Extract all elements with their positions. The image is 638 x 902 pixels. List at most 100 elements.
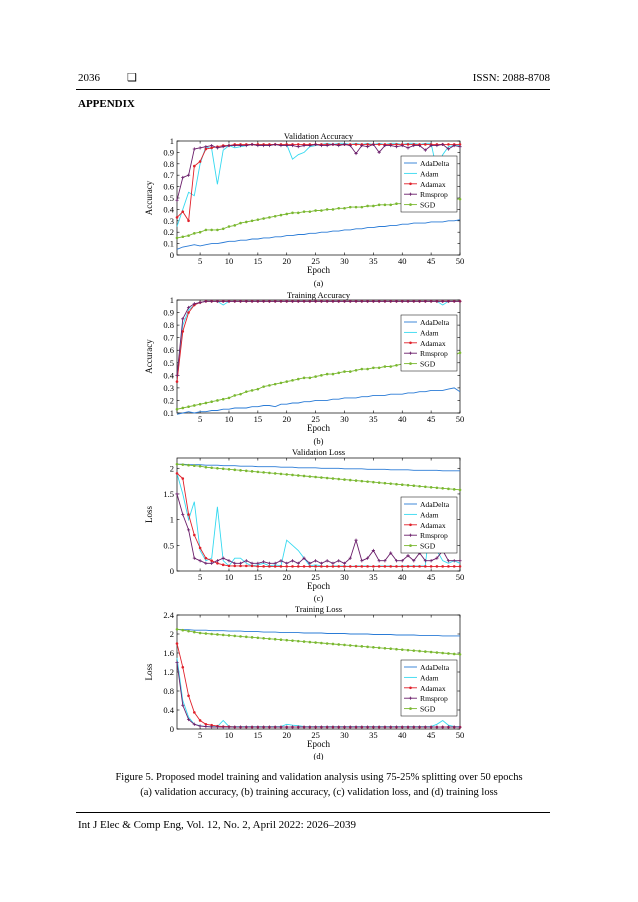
marker (308, 640, 312, 644)
x-tick-label: 35 (369, 572, 378, 582)
marker (192, 722, 196, 726)
marker (181, 330, 185, 333)
y-tick-label: 0.8 (163, 159, 174, 169)
marker (290, 725, 295, 729)
marker (308, 725, 312, 729)
marker (210, 228, 213, 232)
marker (406, 146, 410, 150)
marker (267, 561, 272, 565)
marker (302, 725, 306, 729)
marker (409, 523, 412, 527)
marker (441, 142, 445, 147)
marker (360, 559, 364, 563)
marker (302, 556, 306, 560)
marker (244, 725, 248, 729)
marker (221, 227, 225, 231)
x-tick-label: 40 (398, 572, 407, 582)
marker (331, 725, 335, 729)
marker (377, 565, 381, 568)
caption-line-2: (a) validation accuracy, (b) training ac… (140, 787, 498, 798)
x-tick-label: 15 (254, 414, 263, 424)
series-line-adadelta (176, 387, 461, 415)
marker (412, 725, 416, 729)
x-tick-label: 15 (254, 256, 263, 266)
marker (181, 210, 185, 213)
marker (360, 725, 364, 729)
y-tick-label: 0 (170, 566, 174, 576)
marker (409, 362, 412, 365)
marker (406, 299, 410, 303)
y-tick-label: 0.5 (163, 540, 174, 550)
marker (227, 225, 231, 228)
marker (181, 703, 185, 707)
x-tick-label: 50 (456, 730, 465, 740)
legend-entry: AdaDelta (420, 500, 450, 509)
y-tick-label: 0.8 (163, 686, 174, 696)
marker (250, 142, 254, 147)
marker (198, 464, 202, 468)
marker (296, 725, 300, 729)
marker (302, 210, 306, 213)
y-tick-label: 0.2 (163, 395, 174, 405)
marker (394, 559, 399, 563)
marker (337, 206, 341, 210)
marker (435, 143, 439, 148)
marker (366, 480, 369, 483)
y-tick-label: 0.9 (163, 308, 174, 318)
marker (412, 565, 416, 568)
marker (446, 725, 451, 729)
marker (400, 725, 404, 729)
marker (435, 556, 439, 560)
x-tick-label: 15 (254, 572, 263, 582)
marker (204, 401, 208, 405)
marker (418, 649, 421, 653)
x-axis-label: Epoch (307, 423, 330, 433)
marker (210, 466, 213, 470)
marker (383, 565, 387, 568)
marker (291, 211, 294, 215)
marker (417, 299, 422, 303)
marker (187, 694, 190, 698)
legend-entry: Adam (420, 169, 439, 178)
marker (210, 146, 213, 150)
marker (227, 564, 231, 568)
y-tick-label: 0.7 (163, 170, 174, 180)
marker (244, 299, 248, 303)
section-title: APPENDIX (78, 98, 135, 110)
marker (366, 367, 369, 371)
x-axis-label: Epoch (307, 739, 330, 749)
marker (400, 565, 404, 568)
series-line-adadelta (176, 628, 460, 637)
marker (412, 484, 416, 488)
marker (245, 564, 248, 568)
marker (325, 642, 329, 645)
legend-entry: Rmsprop (420, 694, 448, 703)
marker (372, 366, 375, 370)
marker (435, 299, 439, 303)
x-tick-label: 10 (225, 414, 234, 424)
marker (296, 143, 300, 146)
marker (193, 533, 196, 537)
marker (372, 646, 375, 649)
x-tick-label: 45 (427, 730, 436, 740)
marker (458, 351, 462, 355)
marker (354, 725, 358, 729)
marker (256, 299, 260, 303)
marker (343, 565, 346, 568)
legend-entry: Adam (420, 673, 439, 682)
marker (441, 565, 444, 568)
marker (244, 559, 248, 563)
marker (452, 652, 456, 656)
y-tick-label: 0.3 (163, 383, 174, 393)
marker (181, 477, 185, 480)
marker (383, 725, 387, 729)
legend-entry: Adamax (420, 339, 446, 348)
x-tick-label: 45 (427, 256, 436, 266)
marker (268, 384, 271, 387)
marker (198, 230, 202, 234)
marker (181, 512, 185, 517)
x-tick-label: 10 (225, 572, 234, 582)
legend-entry: SGD (420, 542, 436, 551)
x-axis-label: Epoch (307, 265, 330, 275)
